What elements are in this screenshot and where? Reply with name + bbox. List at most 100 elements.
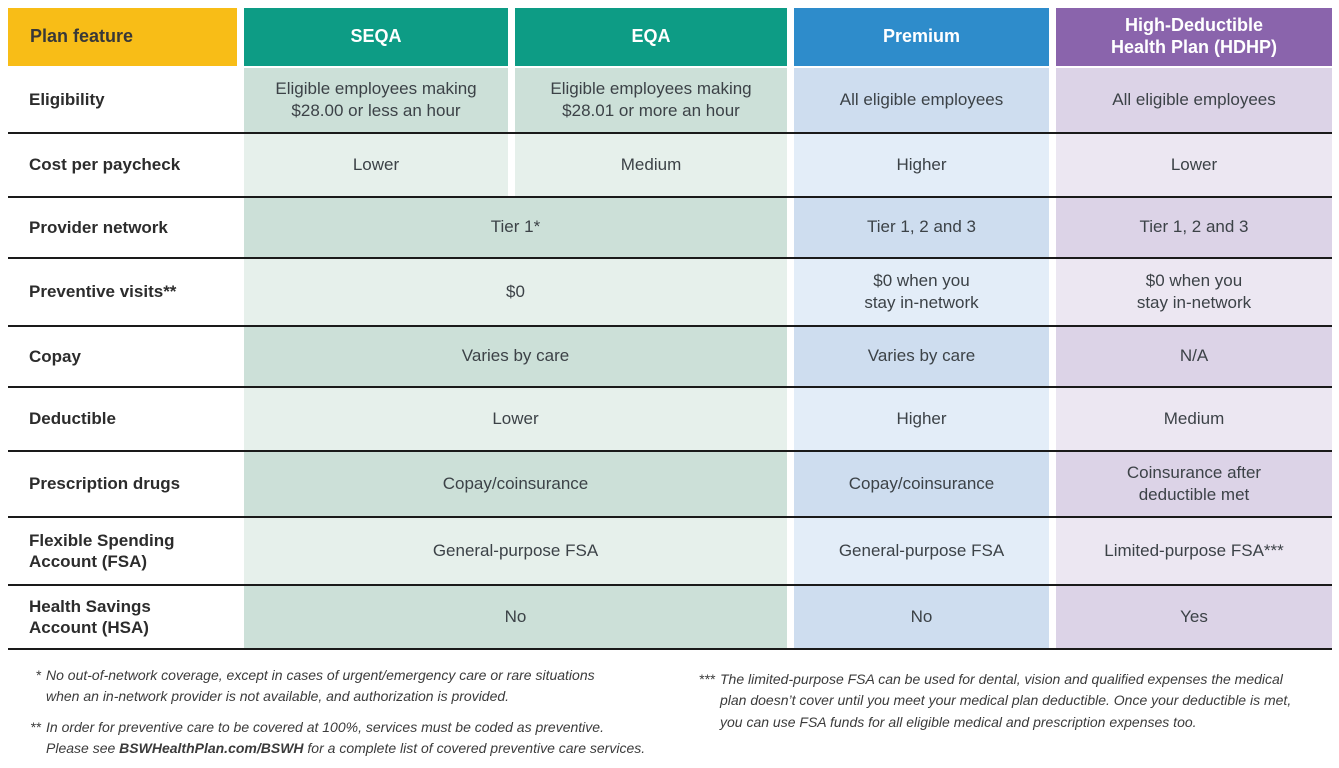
cell-premium: Varies by care [794, 327, 1049, 386]
table-row-copay: Copay Varies by care Varies by care N/A [8, 327, 1332, 386]
cell-hdhp: $0 when you stay in-network [1056, 259, 1332, 325]
row-divider [8, 584, 1332, 586]
row-label: Eligibility [8, 68, 237, 132]
table-row-deductible: Deductible Lower Higher Medium [8, 388, 1332, 450]
column-gap [787, 198, 794, 257]
column-gap [508, 134, 515, 196]
cell-premium: Higher [794, 388, 1049, 450]
row-divider [8, 132, 1332, 134]
cell-seqa-eqa-merged: Copay/coinsurance [244, 452, 787, 516]
cell-premium: No [794, 586, 1049, 648]
column-gap [787, 327, 794, 386]
cell-premium: All eligible employees [794, 68, 1049, 132]
cell-premium: Copay/coinsurance [794, 452, 1049, 516]
footnote-marker: ** [30, 718, 41, 735]
column-gap [508, 68, 515, 132]
column-gap [508, 8, 515, 66]
footnote-limited-fsa: *** The limited-purpose FSA can be used … [694, 669, 1334, 733]
footnote-text-post: for a complete list of covered preventiv… [303, 739, 646, 756]
header-plan-feature: Plan feature [8, 8, 237, 66]
footnote-text: In order for preventive care to be cover… [46, 717, 645, 760]
column-gap [237, 134, 244, 196]
cell-hdhp: Medium [1056, 388, 1332, 450]
header-eqa: EQA [515, 8, 787, 66]
column-gap [237, 327, 244, 386]
cell-premium: General-purpose FSA [794, 518, 1049, 584]
column-gap [787, 259, 794, 325]
row-label: Flexible Spending Account (FSA) [8, 518, 237, 584]
column-gap [1049, 68, 1056, 132]
footnote-preventive: ** In order for preventive care to be co… [20, 717, 660, 760]
table-row-cost-per-paycheck: Cost per paycheck Lower Medium Higher Lo… [8, 134, 1332, 196]
row-label: Provider network [8, 198, 237, 257]
column-gap [237, 259, 244, 325]
row-divider [8, 257, 1332, 259]
column-gap [787, 68, 794, 132]
column-gap [1049, 388, 1056, 450]
cell-premium: Higher [794, 134, 1049, 196]
row-divider [8, 516, 1332, 518]
footnote-url-text: BSWHealthPlan.com/BSWH [119, 739, 304, 756]
header-hdhp: High-Deductible Health Plan (HDHP) [1056, 8, 1332, 66]
column-gap [1049, 327, 1056, 386]
row-divider [8, 450, 1332, 452]
cell-hdhp: Tier 1, 2 and 3 [1056, 198, 1332, 257]
cell-seqa-eqa-merged: Varies by care [244, 327, 787, 386]
footnote-text: No out-of-network coverage, except in ca… [46, 667, 595, 705]
column-gap [237, 198, 244, 257]
table-row-fsa: Flexible Spending Account (FSA) General-… [8, 518, 1332, 584]
column-gap [787, 388, 794, 450]
header-premium: Premium [794, 8, 1049, 66]
plan-comparison-table: Plan feature SEQA EQA Premium High-Deduc… [8, 8, 1332, 650]
cell-hdhp: All eligible employees [1056, 68, 1332, 132]
cell-premium: Tier 1, 2 and 3 [794, 198, 1049, 257]
table-row-eligibility: Eligibility Eligible employees making $2… [8, 68, 1332, 132]
footnote-text: The limited-purpose FSA can be used for … [720, 671, 1292, 730]
row-divider [8, 386, 1332, 388]
column-gap [787, 586, 794, 648]
column-gap [1049, 134, 1056, 196]
cell-hdhp: Yes [1056, 586, 1332, 648]
row-label: Prescription drugs [8, 452, 237, 516]
table-bottom-line [8, 648, 1332, 650]
column-gap [1049, 198, 1056, 257]
column-gap [1049, 586, 1056, 648]
cell-hdhp: N/A [1056, 327, 1332, 386]
table-row-hsa: Health Savings Account (HSA) No No Yes [8, 586, 1332, 648]
column-gap [237, 518, 244, 584]
row-divider [8, 196, 1332, 198]
cell-hdhp: Lower [1056, 134, 1332, 196]
column-gap [787, 134, 794, 196]
cell-seqa-eqa-merged: General-purpose FSA [244, 518, 787, 584]
column-gap [237, 8, 244, 66]
table-row-provider-network: Provider network Tier 1* Tier 1, 2 and 3… [8, 198, 1332, 257]
column-gap [237, 68, 244, 132]
column-gap [1049, 259, 1056, 325]
cell-hdhp: Coinsurance after deductible met [1056, 452, 1332, 516]
table-row-preventive-visits: Preventive visits** $0 $0 when you stay … [8, 259, 1332, 325]
column-gap [1049, 452, 1056, 516]
footnotes-right-column: *** The limited-purpose FSA can be used … [694, 669, 1334, 742]
row-label: Deductible [8, 388, 237, 450]
row-divider [8, 325, 1332, 327]
footnotes-left-column: * No out-of-network coverage, except in … [20, 665, 660, 768]
column-gap [237, 586, 244, 648]
cell-seqa: Lower [244, 134, 508, 196]
cell-seqa-eqa-merged: No [244, 586, 787, 648]
cell-eqa: Medium [515, 134, 787, 196]
table-header-row: Plan feature SEQA EQA Premium High-Deduc… [8, 8, 1332, 66]
cell-premium: $0 when you stay in-network [794, 259, 1049, 325]
header-seqa: SEQA [244, 8, 508, 66]
column-gap [237, 388, 244, 450]
footnote-marker: * [35, 667, 41, 683]
table-row-prescription-drugs: Prescription drugs Copay/coinsurance Cop… [8, 452, 1332, 516]
column-gap [787, 518, 794, 584]
cell-seqa-eqa-merged: Tier 1* [244, 198, 787, 257]
column-gap [787, 452, 794, 516]
column-gap [787, 8, 794, 66]
row-label: Copay [8, 327, 237, 386]
column-gap [1049, 8, 1056, 66]
cell-eqa: Eligible employees making $28.01 or more… [515, 68, 787, 132]
cell-seqa-eqa-merged: Lower [244, 388, 787, 450]
row-label: Preventive visits** [8, 259, 237, 325]
